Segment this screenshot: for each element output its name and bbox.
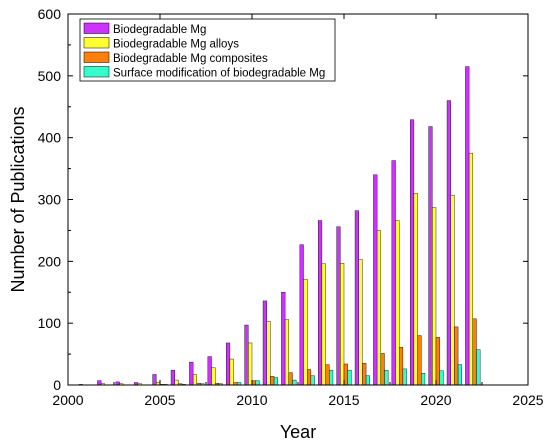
- bars-layer: [78, 66, 481, 386]
- legend-label: Biodegradable Mg alloys: [113, 39, 239, 51]
- bar-2-2018: [395, 220, 400, 386]
- bar-1-2012: [281, 292, 286, 386]
- x-axis-title: Year: [280, 422, 316, 442]
- bar-4-2012: [292, 379, 297, 386]
- legend-label: Biodegradable Mg: [113, 24, 206, 36]
- bar-1-2017: [373, 174, 378, 386]
- bar-2-2020: [432, 207, 437, 386]
- y-tick-label: 300: [38, 192, 62, 208]
- bar-2-2019: [413, 193, 418, 386]
- x-tick-label: 2015: [328, 392, 359, 408]
- x-axis: 2000 2005 2010 2015 2020 2025: [52, 14, 544, 408]
- bar-3-2010: [251, 380, 256, 386]
- bar-2-2012: [284, 319, 289, 386]
- bar-1-2008: [207, 356, 212, 386]
- bar-1-2016: [354, 210, 359, 386]
- bar-1-2006: [170, 369, 175, 386]
- y-tick-label: 0: [53, 377, 61, 393]
- bar-1-2010: [244, 324, 249, 386]
- bar-3-2018: [399, 347, 404, 386]
- y-axis-title: Number of Publications: [8, 106, 28, 292]
- y-axis: 0 100 200 300 400 500 600: [38, 6, 528, 393]
- bar-1-2019: [410, 119, 415, 386]
- x-tick-label: 2000: [52, 392, 83, 408]
- bar-2-2021: [450, 194, 455, 386]
- legend-swatch: [83, 66, 110, 78]
- bar-3-2022: [472, 318, 477, 386]
- bar-4-2022: [476, 349, 481, 386]
- bar-1-2020: [428, 126, 433, 386]
- bar-2-2008: [211, 367, 216, 386]
- bar-4-2016: [365, 375, 370, 386]
- bar-4-2015: [347, 369, 352, 386]
- x-tick-label: 2020: [420, 392, 451, 408]
- bar-3-2017: [380, 353, 385, 386]
- bar-1-2015: [336, 226, 341, 386]
- legend-box: [79, 18, 336, 82]
- legend-swatch: [83, 37, 110, 49]
- bar-2-2006: [174, 379, 179, 386]
- bar-1-2014: [318, 220, 323, 386]
- legend-label: Biodegradable Mg composites: [113, 53, 268, 65]
- bar-1-2018: [391, 160, 396, 386]
- bar-2-2014: [321, 263, 326, 386]
- bar-1-2011: [262, 300, 267, 386]
- bar-2-2009: [229, 358, 234, 386]
- bar-4-2018: [402, 368, 407, 386]
- y-tick-label: 100: [38, 315, 62, 331]
- bar-3-2012: [288, 372, 293, 386]
- bar-1-2013: [299, 244, 304, 386]
- bar-1-2021: [446, 100, 451, 386]
- bar-1-2009: [226, 342, 231, 386]
- bar-4-2019: [421, 373, 426, 386]
- legend-label: Surface modification of biodegradable Mg: [113, 68, 325, 80]
- bar-3-2020: [435, 337, 440, 386]
- bar-4-2011: [273, 377, 278, 386]
- bar-4-2021: [457, 364, 462, 386]
- x-tick-label: 2025: [512, 392, 543, 408]
- x-tick-label: 2005: [144, 392, 175, 408]
- bar-3-2013: [307, 369, 312, 386]
- y-tick-label: 400: [38, 130, 62, 146]
- bar-1-2007: [189, 361, 194, 386]
- legend-swatch: [83, 51, 110, 63]
- bar-2-2015: [340, 262, 345, 386]
- legend: Biodegradable Mg Biodegradable Mg alloys B…: [79, 18, 336, 82]
- bar-3-2011: [270, 376, 275, 386]
- bar-4-2014: [329, 369, 334, 386]
- bar-4-2013: [310, 375, 315, 386]
- bar-1-2002: [97, 380, 102, 386]
- bar-1-2022: [465, 66, 470, 386]
- bar-2-2010: [248, 342, 253, 386]
- bar-2-2013: [303, 279, 308, 386]
- y-tick-label: 500: [38, 68, 62, 84]
- bar-3-2015: [343, 363, 348, 386]
- bar-3-2016: [362, 363, 367, 386]
- bar-4-2010: [255, 380, 260, 386]
- bar-2-2017: [376, 230, 381, 386]
- bar-2-2011: [266, 321, 271, 386]
- bar-2-2022: [468, 152, 473, 386]
- bar-3-2014: [325, 364, 330, 386]
- bar-2-2007: [192, 374, 197, 386]
- y-tick-label: 200: [38, 253, 62, 269]
- bar-1-2005: [152, 374, 157, 386]
- bar-4-2017: [384, 369, 389, 386]
- bar-3-2021: [454, 326, 459, 386]
- y-tick-label: 600: [38, 6, 62, 22]
- legend-swatch: [83, 22, 110, 34]
- bar-3-2019: [417, 335, 422, 386]
- bar-2-2016: [358, 259, 363, 386]
- bar-4-2020: [439, 370, 444, 386]
- x-tick-label: 2010: [236, 392, 267, 408]
